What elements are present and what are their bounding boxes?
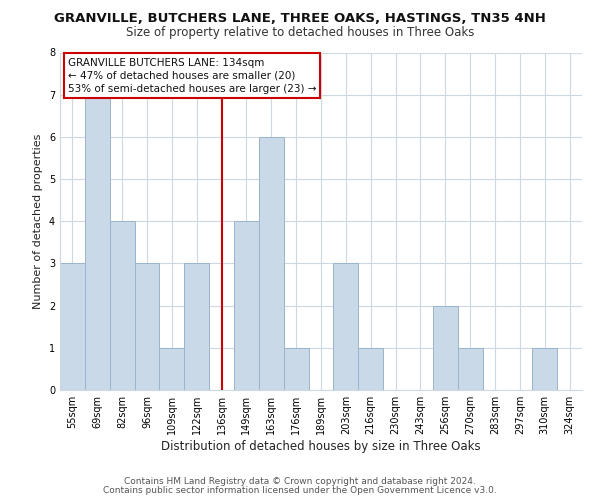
Text: Contains public sector information licensed under the Open Government Licence v3: Contains public sector information licen… xyxy=(103,486,497,495)
Bar xyxy=(532,348,557,390)
Bar xyxy=(284,348,308,390)
Text: Contains HM Land Registry data © Crown copyright and database right 2024.: Contains HM Land Registry data © Crown c… xyxy=(124,477,476,486)
Bar xyxy=(234,221,259,390)
Bar xyxy=(85,94,110,390)
Bar xyxy=(184,264,209,390)
Bar xyxy=(110,221,134,390)
Bar xyxy=(433,306,458,390)
X-axis label: Distribution of detached houses by size in Three Oaks: Distribution of detached houses by size … xyxy=(161,440,481,453)
Bar xyxy=(259,137,284,390)
Y-axis label: Number of detached properties: Number of detached properties xyxy=(34,134,43,309)
Bar xyxy=(160,348,184,390)
Bar xyxy=(334,264,358,390)
Text: GRANVILLE BUTCHERS LANE: 134sqm
← 47% of detached houses are smaller (20)
53% of: GRANVILLE BUTCHERS LANE: 134sqm ← 47% of… xyxy=(68,58,316,94)
Text: GRANVILLE, BUTCHERS LANE, THREE OAKS, HASTINGS, TN35 4NH: GRANVILLE, BUTCHERS LANE, THREE OAKS, HA… xyxy=(54,12,546,26)
Bar xyxy=(358,348,383,390)
Text: Size of property relative to detached houses in Three Oaks: Size of property relative to detached ho… xyxy=(126,26,474,39)
Bar xyxy=(458,348,482,390)
Bar xyxy=(134,264,160,390)
Bar xyxy=(60,264,85,390)
